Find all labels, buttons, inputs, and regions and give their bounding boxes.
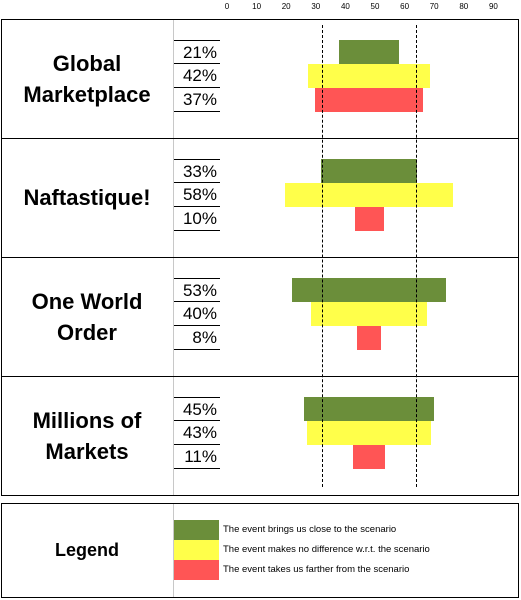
scenario-title-line: Global: [52, 50, 122, 76]
legend-item-text: The event takes us farther from the scen…: [223, 564, 410, 575]
axis-tick-label: 80: [459, 2, 469, 11]
percent-label: 45%: [174, 397, 220, 421]
bar: [321, 159, 417, 183]
scenario-title-line: Marketplace: [23, 81, 151, 107]
bar: [353, 445, 385, 469]
scenario-title-line: Millions of: [32, 407, 142, 433]
axis-tick-label: 10: [252, 2, 262, 11]
bar: [308, 64, 430, 88]
bar: [354, 207, 384, 231]
axis-tick-label: 60: [400, 2, 410, 11]
percent-label: 10%: [174, 207, 220, 231]
scenario-panel: [1, 19, 519, 139]
scenario-title: One World Order: [1, 257, 173, 376]
axis-tick-label: 20: [281, 2, 291, 11]
bar: [284, 183, 454, 207]
bar: [303, 397, 435, 421]
legend-title: Legend: [54, 540, 119, 560]
scenario-title: Global Marketplace: [1, 19, 173, 138]
bar: [357, 326, 381, 350]
legend-swatch: [174, 560, 219, 580]
percent-label: 11%: [174, 445, 220, 469]
axis-tick-label: 50: [370, 2, 380, 11]
axis-tick-label: 70: [429, 2, 439, 11]
panel-divider: [173, 139, 174, 257]
percent-label: 42%: [174, 64, 220, 88]
axis-tick-label: 30: [311, 2, 321, 11]
scenario-panel: [1, 257, 519, 377]
axis-tick-label: 40: [340, 2, 350, 11]
bar: [338, 40, 400, 64]
legend-item-text: The event brings us close to the scenari…: [223, 524, 397, 535]
percent-label: 58%: [174, 183, 220, 207]
bar: [292, 278, 446, 302]
scenario-title-line: Markets: [45, 438, 129, 464]
percent-label: 40%: [174, 302, 220, 326]
axis-tick-label: 90: [488, 2, 498, 11]
bar: [311, 302, 427, 326]
legend-swatch: [174, 540, 219, 560]
panel-divider: [173, 377, 174, 495]
percent-label: 33%: [174, 159, 220, 183]
percent-label: 43%: [174, 421, 220, 445]
scenario-title: Millions of Markets: [1, 376, 173, 495]
panel-divider: [173, 258, 174, 376]
panel-divider: [173, 20, 174, 138]
scenario-title-line: One World: [31, 288, 143, 314]
legend-item-text: The event makes no difference w.r.t. the…: [223, 544, 430, 555]
legend-swatch: [174, 520, 219, 540]
panel-divider: [173, 504, 174, 597]
percent-label: 53%: [174, 278, 220, 302]
legend-panel: [1, 503, 519, 598]
percent-label: 8%: [174, 326, 220, 350]
reference-line: [321, 25, 323, 487]
reference-line: [416, 25, 418, 487]
scenario-title: Naftastique!: [1, 138, 173, 257]
bar: [306, 421, 432, 445]
scenario-title-line: Naftastique!: [23, 185, 151, 210]
bar: [315, 88, 423, 112]
scenario-panel: [1, 376, 519, 496]
percent-label: 21%: [174, 40, 220, 64]
axis-tick-label: 0: [224, 2, 230, 11]
scenario-title-line: Order: [57, 319, 117, 345]
percent-label: 37%: [174, 88, 220, 112]
